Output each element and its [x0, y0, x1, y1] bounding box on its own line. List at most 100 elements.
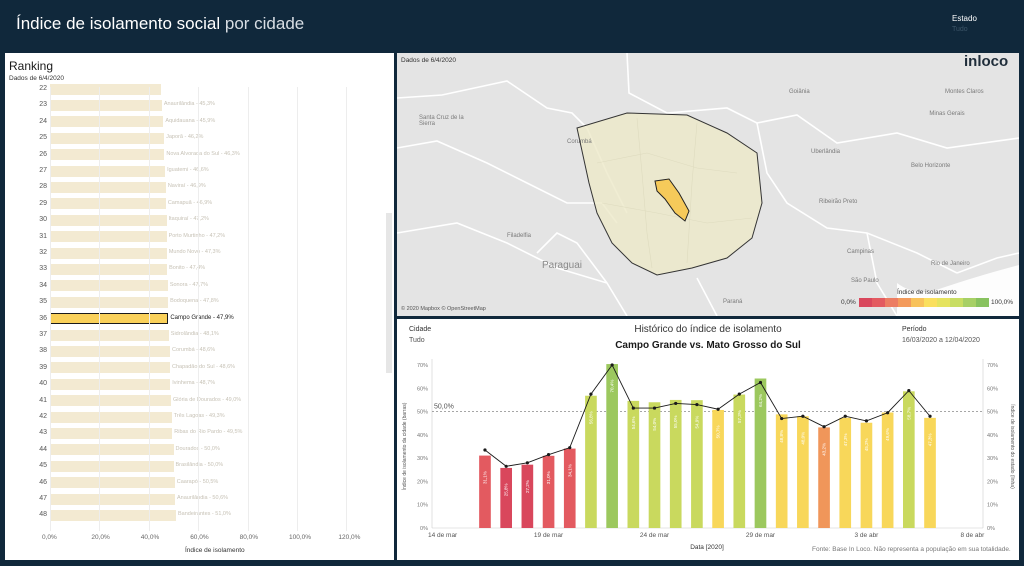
state-line-point[interactable]: [822, 425, 826, 429]
ranking-rank: 39: [39, 363, 47, 371]
state-line-point[interactable]: [737, 392, 741, 396]
map-canvas[interactable]: [397, 53, 1019, 316]
y-axis-title-right: Índice de isolamento do estado (linha): [1009, 404, 1016, 489]
ranking-bar[interactable]: [50, 444, 174, 456]
chart-bar[interactable]: [500, 467, 513, 528]
ranking-rank: 30: [39, 216, 47, 224]
chart-bar[interactable]: [669, 399, 682, 528]
ranking-city-label: Sonora - 47,7%: [169, 281, 209, 288]
chart-bar[interactable]: [881, 412, 894, 528]
state-line-point[interactable]: [886, 411, 890, 415]
x-tick: 8 de abr: [960, 532, 985, 539]
ranking-rank: 23: [39, 101, 47, 109]
map-city-label: Filadelfia: [507, 233, 532, 239]
state-line-point[interactable]: [504, 464, 508, 468]
city-filter[interactable]: Tudo: [409, 337, 425, 344]
chart-bar[interactable]: [563, 448, 576, 528]
chart-bar[interactable]: [797, 416, 809, 528]
state-line-point[interactable]: [780, 416, 784, 421]
legend-swatch: [911, 298, 925, 307]
bar-data-label: 70,4%: [610, 380, 615, 393]
chart-bar[interactable]: [606, 364, 618, 528]
period-filter[interactable]: 16/03/2020 a 12/04/2020: [902, 337, 980, 344]
map-panel[interactable]: Dados de 6/4/2020 inloco Goiânia Montes …: [397, 53, 1019, 316]
ranking-bar[interactable]: [50, 214, 167, 226]
chart-bar[interactable]: [902, 391, 915, 528]
ranking-city-label: Bandeirantes - 51,0%: [177, 511, 231, 518]
chart-bar[interactable]: [542, 455, 555, 528]
ranking-bar[interactable]: [50, 411, 172, 423]
state-line-point[interactable]: [610, 363, 614, 367]
state-line-point[interactable]: [758, 380, 763, 385]
ranking-bar[interactable]: [50, 83, 162, 95]
ranking-bar[interactable]: [50, 99, 162, 111]
ranking-bar[interactable]: [50, 427, 173, 439]
x-tick: 3 de abr: [855, 532, 880, 539]
chart-bar[interactable]: [924, 417, 936, 528]
ranking-bar[interactable]: [50, 198, 166, 210]
chart-bar[interactable]: [839, 417, 852, 528]
chart-bar[interactable]: [860, 422, 873, 528]
state-line-point[interactable]: [631, 406, 635, 410]
map-city-label: Corumbá: [567, 139, 592, 145]
ranking-bar[interactable]: [50, 247, 167, 259]
ranking-bar[interactable]: [50, 395, 172, 407]
ranking-bar[interactable]: [50, 313, 169, 325]
state-line-point[interactable]: [589, 392, 593, 396]
state-line-point[interactable]: [928, 414, 932, 418]
ranking-bar[interactable]: [50, 329, 169, 341]
state-line-point[interactable]: [843, 414, 847, 418]
ranking-rank: 31: [39, 232, 47, 240]
ranking-bar[interactable]: [50, 280, 168, 292]
ranking-bar[interactable]: [50, 296, 169, 308]
ranking-bar[interactable]: [50, 263, 168, 275]
y-tick-left: 30%: [417, 456, 428, 462]
chart-bar[interactable]: [775, 414, 788, 528]
state-line-point[interactable]: [716, 407, 720, 411]
ranking-title: Ranking: [9, 59, 54, 73]
chart-bar[interactable]: [818, 427, 830, 528]
chart-bar[interactable]: [712, 409, 724, 528]
state-line-point[interactable]: [652, 406, 657, 410]
ranking-bar[interactable]: [50, 460, 174, 472]
history-panel: Cidade Tudo Histórico do índice de isola…: [397, 319, 1019, 560]
ranking-x-label: Índice de isolamento: [185, 547, 245, 554]
ranking-bar[interactable]: [50, 231, 167, 243]
chart-bar[interactable]: [754, 378, 767, 528]
chart-bar[interactable]: [521, 464, 534, 528]
ranking-bar[interactable]: [50, 149, 165, 161]
ranking-gridline: [247, 87, 249, 531]
chart-bar[interactable]: [627, 400, 640, 528]
chart-bar[interactable]: [691, 400, 703, 528]
state-line-point[interactable]: [546, 453, 551, 457]
state-line-point[interactable]: [483, 448, 487, 452]
bar-data-label: 34,1%: [567, 464, 572, 477]
ranking-bar[interactable]: [50, 181, 166, 193]
state-filter[interactable]: Tudo: [952, 26, 968, 33]
ranking-bar[interactable]: [50, 362, 171, 374]
page-title: Índice de isolamento social por cidade: [16, 14, 305, 33]
state-line-point[interactable]: [695, 402, 699, 407]
state-line-point[interactable]: [907, 389, 911, 393]
ranking-bar[interactable]: [50, 493, 175, 505]
ranking-bar[interactable]: [50, 132, 165, 144]
x-tick: 14 de mar: [428, 532, 458, 539]
ranking-gridline: [148, 87, 150, 531]
state-line-point[interactable]: [674, 401, 678, 406]
chart-bar[interactable]: [479, 455, 491, 528]
state-line-point[interactable]: [864, 419, 869, 423]
ranking-rank: 43: [39, 429, 47, 437]
state-line-point[interactable]: [525, 461, 529, 465]
ranking-bar[interactable]: [50, 378, 171, 390]
ranking-bar[interactable]: [50, 165, 166, 177]
ranking-bar[interactable]: [50, 477, 175, 489]
chart-bar[interactable]: [648, 402, 661, 528]
state-line-point[interactable]: [568, 446, 572, 450]
chart-bar[interactable]: [733, 394, 746, 528]
ranking-bar[interactable]: [50, 345, 171, 357]
ranking-bar[interactable]: [50, 509, 176, 521]
chart-bar[interactable]: [585, 395, 597, 528]
ranking-bar[interactable]: [50, 116, 164, 128]
state-line-point[interactable]: [801, 414, 805, 418]
ranking-scrollbar[interactable]: [386, 213, 392, 373]
